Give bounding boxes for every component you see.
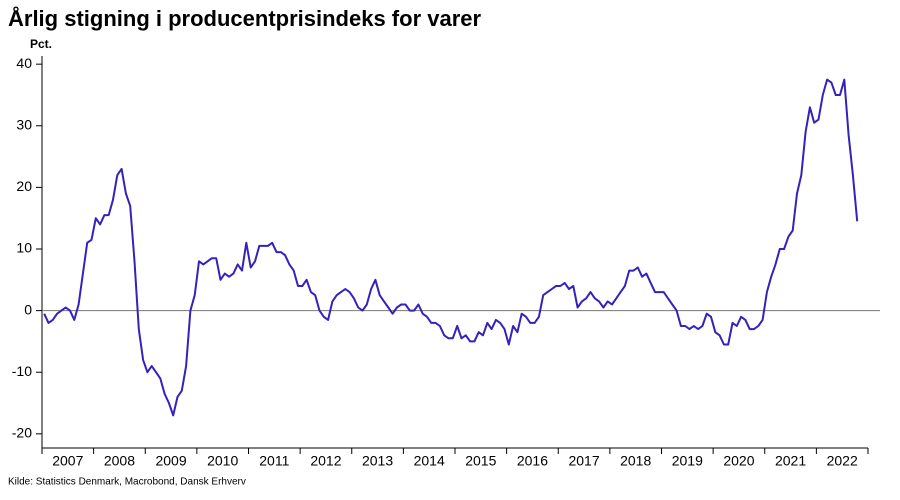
- x-tick-label: 2013: [362, 453, 393, 469]
- chart-title: Årlig stigning i producentprisindeks for…: [8, 5, 482, 31]
- y-tick-label: 10: [16, 240, 32, 256]
- x-tick-label: 2011: [259, 453, 289, 469]
- y-tick-label: -10: [12, 363, 32, 379]
- x-tick-label: 2019: [672, 453, 703, 469]
- x-tick-label: 2020: [723, 453, 754, 469]
- source: Kilde: Statistics Denmark, Macrobond, Da…: [8, 477, 246, 488]
- x-tick-label: 2008: [104, 453, 135, 469]
- line-series: [43, 78, 859, 417]
- x-tick-label: 2009: [155, 453, 186, 469]
- y-axis-label: Pct.: [30, 37, 52, 51]
- x-tick-label: 2014: [414, 453, 445, 469]
- x-tick-label: 2010: [207, 453, 238, 469]
- x-tick-label: 2018: [620, 453, 651, 469]
- x-tick-label: 2015: [465, 453, 496, 469]
- y-tick-label: -20: [12, 425, 32, 441]
- x-tick-label: 2021: [775, 453, 806, 469]
- y-tick-label: 20: [16, 178, 32, 194]
- x-tick-label: 2022: [827, 453, 858, 469]
- y-tick-label: 0: [24, 301, 32, 317]
- y-tick-label: 30: [16, 116, 32, 132]
- x-tick-label: 2017: [568, 453, 599, 469]
- y-tick-label: 40: [16, 55, 32, 71]
- x-tick-label: 2012: [310, 453, 341, 469]
- x-tick-label: 2016: [517, 453, 548, 469]
- x-tick-label: 2007: [52, 453, 83, 469]
